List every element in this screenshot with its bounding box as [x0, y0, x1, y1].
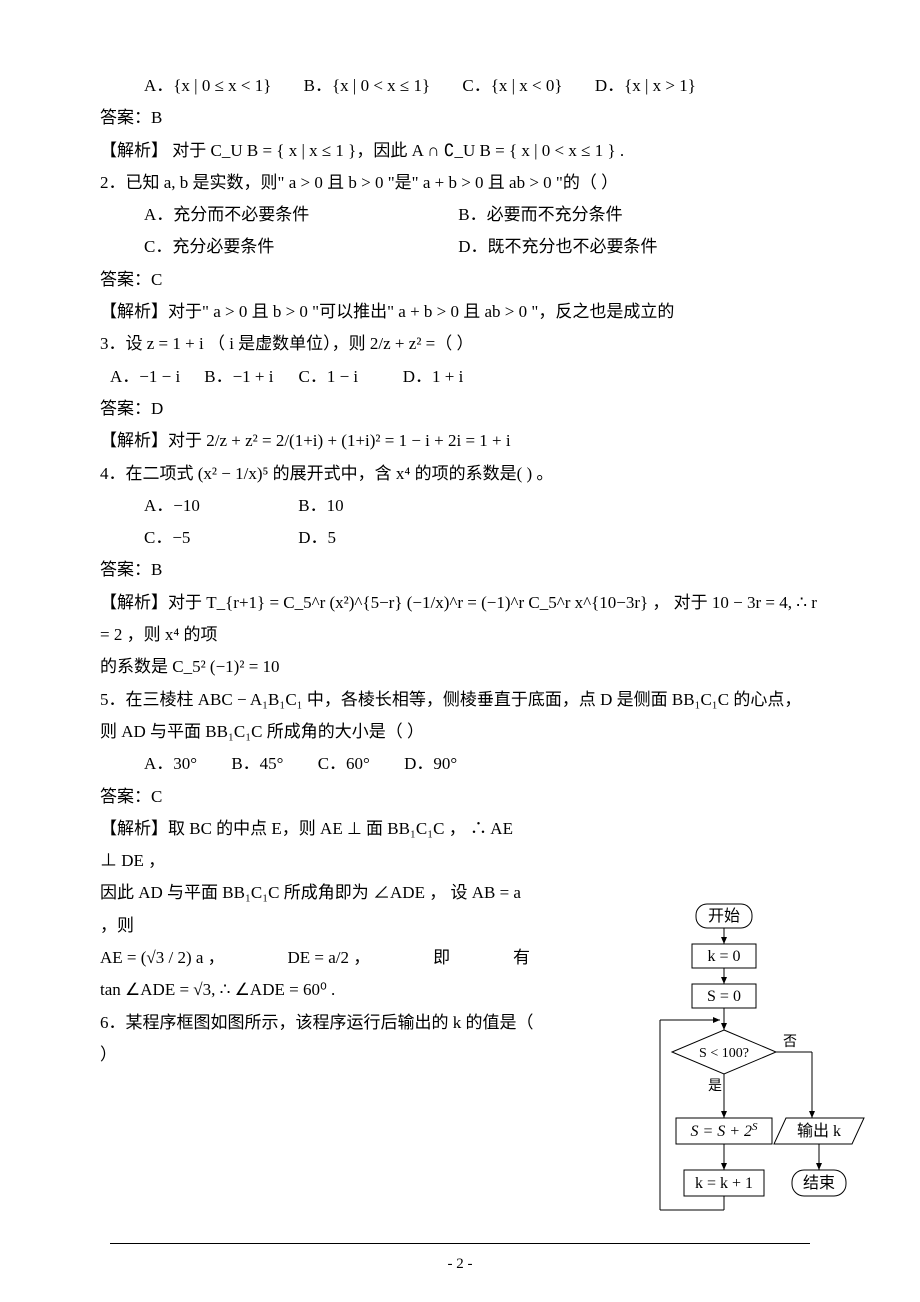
q4-explain-l1: 【解析】对于 T_{r+1} = C_5^r (x²)^{5−r} (−1/x)… [100, 587, 830, 652]
q1-optA: A．{x | 0 ≤ x < 1} [144, 70, 271, 102]
q5-stem-l1: 5．在三棱柱 ABC − A₁B₁C₁ 中，各棱长相等，侧棱垂直于底面，点 D … [100, 684, 830, 716]
q5-exp-ji: 即 [433, 942, 450, 974]
page-number: - 2 - [448, 1256, 473, 1272]
q3-optC: C．1 − i [299, 361, 399, 393]
q3-explain: 【解析】对于 2/z + z² = 2/(1+i) + (1+i)² = 1 −… [100, 425, 830, 457]
q3-optD: D．1 + i [403, 361, 464, 393]
q4-stem: 4．在二项式 (x² − 1/x)⁵ 的展开式中，含 x⁴ 的项的系数是( ) … [100, 458, 830, 490]
q5-exp-you: 有 [513, 942, 530, 974]
q3-optA: A．−1 − i [110, 361, 200, 393]
fc-supd: S = S + 2S [690, 1121, 758, 1140]
q5-optA: A．30° [144, 748, 197, 780]
q5-explain-l1: 【解析】取 BC 的中点 E，则 AE ⊥ 面 BB₁C₁C ， ∴ AE ⊥ … [100, 813, 530, 878]
q5-options: A．30° B．45° C．60° D．90° [100, 748, 830, 780]
q5-answer: 答案：C [100, 781, 830, 813]
q2-answer: 答案：C [100, 264, 830, 296]
page-footer: - 2 - [0, 1243, 920, 1279]
q2-options-row1: A．充分而不必要条件 B．必要而不充分条件 [100, 199, 830, 231]
fc-cond: S < 100? [699, 1046, 749, 1061]
q2-optD: D．既不充分也不必要条件 [458, 231, 657, 263]
q1-explain: 【解析】 对于 C_U B = { x | x ≤ 1 }，因此 A ∩ ∁_U… [100, 135, 830, 167]
fc-s0: S = 0 [707, 988, 741, 1005]
q4-optA: A．−10 [144, 490, 294, 522]
q2-optB: B．必要而不充分条件 [458, 199, 622, 231]
q1-answer: 答案：B [100, 102, 830, 134]
fc-start: 开始 [708, 907, 740, 925]
q2-optA: A．充分而不必要条件 [144, 199, 454, 231]
q1-optC: C．{x | x < 0} [462, 70, 562, 102]
q1-optB: B．{x | 0 < x ≤ 1} [304, 70, 430, 102]
q4-optD: D．5 [298, 522, 448, 554]
q1-optD: D．{x | x > 1} [595, 70, 696, 102]
fc-k0: k = 0 [707, 948, 740, 965]
fc-out: 输出 k [797, 1122, 841, 1140]
q5-exp-ae: AE = (√3 / 2) a ， [100, 942, 225, 974]
q4-optC: C．−5 [144, 522, 294, 554]
q2-optC: C．充分必要条件 [144, 231, 454, 263]
q6-stem: 6．某程序框图如图所示，该程序运行后输出的 k 的值是（ ） [100, 1007, 540, 1072]
fc-end: 结束 [803, 1174, 835, 1192]
q5-optD: D．90° [404, 748, 457, 780]
fc-kupd: k = k + 1 [695, 1175, 753, 1192]
q3-options: A．−1 − i B．−1 + i C．1 − i D．1 + i [100, 361, 830, 393]
q2-options-row2: C．充分必要条件 D．既不充分也不必要条件 [100, 231, 830, 263]
q5-optC: C．60° [318, 748, 370, 780]
q5-stem-l2: 则 AD 与平面 BB₁C₁C 所成角的大小是（ ） [100, 716, 830, 748]
q3-answer: 答案：D [100, 393, 830, 425]
q4-options-row2: C．−5 D．5 [100, 522, 830, 554]
q4-answer: 答案：B [100, 554, 830, 586]
q5-explain-l2: 因此 AD 与平面 BB₁C₁C 所成角即为 ∠ADE ， 设 AB = a ，… [100, 877, 530, 942]
q3-optB: B．−1 + i [204, 361, 294, 393]
q4-options-row1: A．−10 B．10 [100, 490, 830, 522]
fc-yes: 是 [708, 1079, 722, 1094]
q5-exp-de: DE = a/2 ， [288, 942, 371, 974]
q1-options: A．{x | 0 ≤ x < 1} B．{x | 0 < x ≤ 1} C．{x… [100, 70, 830, 102]
fc-no: 否 [783, 1035, 797, 1050]
q5-explain-l3: AE = (√3 / 2) a ， DE = a/2 ， 即 有 [100, 942, 530, 974]
q4-explain-l2: 的系数是 C_5² (−1)² = 10 [100, 651, 830, 683]
q4-optB: B．10 [298, 490, 448, 522]
q2-stem: 2．已知 a, b 是实数，则" a > 0 且 b > 0 "是" a + b… [100, 167, 830, 199]
q2-explain: 【解析】对于" a > 0 且 b > 0 "可以推出" a + b > 0 且… [100, 296, 830, 328]
flowchart: 开始 k = 0 S = 0 S < 100? 否 是 S = S + 2S [654, 900, 874, 1230]
q5-optB: B．45° [231, 748, 283, 780]
q3-stem: 3．设 z = 1 + i （ i 是虚数单位），则 2/z + z² =（ ） [100, 328, 830, 360]
